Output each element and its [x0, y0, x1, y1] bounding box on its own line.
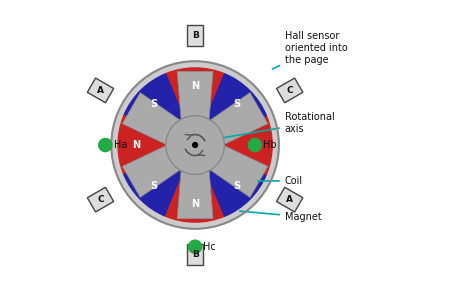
Circle shape: [188, 240, 202, 253]
Wedge shape: [207, 156, 266, 216]
Bar: [276, 78, 303, 103]
Text: Ha: Ha: [114, 140, 127, 150]
Bar: [87, 187, 114, 212]
Polygon shape: [122, 93, 201, 156]
Wedge shape: [222, 116, 272, 175]
Polygon shape: [189, 135, 268, 198]
Bar: [276, 187, 303, 212]
Text: B: B: [192, 31, 199, 40]
Text: N: N: [191, 81, 199, 92]
Text: Hb: Hb: [263, 140, 277, 150]
Wedge shape: [165, 172, 225, 222]
Text: C: C: [286, 86, 293, 95]
Wedge shape: [124, 74, 184, 134]
Circle shape: [99, 138, 112, 152]
Text: Coil: Coil: [258, 176, 303, 186]
Bar: [187, 25, 203, 46]
Text: N: N: [249, 140, 258, 150]
Polygon shape: [177, 71, 213, 145]
Text: A: A: [97, 86, 104, 95]
Text: C: C: [97, 195, 104, 204]
Bar: [87, 78, 114, 103]
Circle shape: [193, 143, 197, 147]
Polygon shape: [122, 135, 201, 198]
Text: Rotational
axis: Rotational axis: [201, 112, 334, 142]
Polygon shape: [177, 145, 213, 219]
Wedge shape: [124, 156, 184, 216]
Text: N: N: [133, 140, 140, 150]
Text: B: B: [192, 250, 199, 259]
Text: S: S: [233, 98, 240, 108]
Text: Hc: Hc: [203, 242, 216, 252]
Text: Hall sensor
oriented into
the page: Hall sensor oriented into the page: [273, 31, 347, 69]
Text: S: S: [233, 182, 240, 191]
Polygon shape: [189, 93, 268, 156]
Circle shape: [249, 138, 261, 152]
Wedge shape: [118, 116, 168, 175]
Text: S: S: [150, 98, 157, 108]
Text: A: A: [286, 195, 293, 204]
Circle shape: [111, 61, 279, 229]
Text: Magnet: Magnet: [240, 211, 322, 222]
Wedge shape: [165, 68, 225, 118]
Circle shape: [166, 116, 225, 174]
Text: S: S: [150, 182, 157, 191]
Text: N: N: [191, 199, 199, 209]
Wedge shape: [207, 74, 266, 134]
Bar: [187, 244, 203, 265]
